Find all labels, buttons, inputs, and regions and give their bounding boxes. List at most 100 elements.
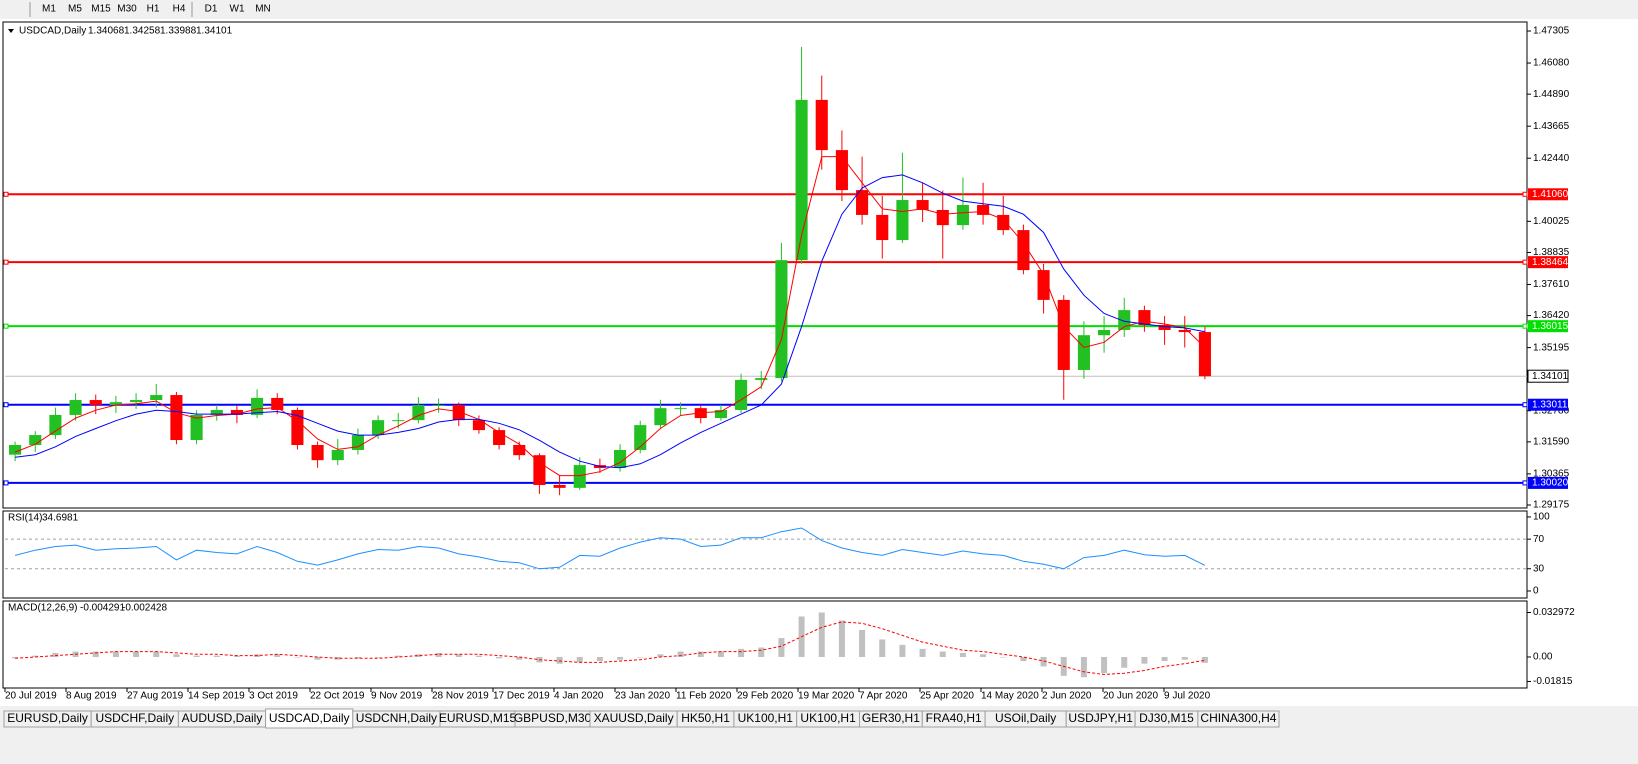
level-handle[interactable] (3, 323, 9, 329)
candle-body (251, 397, 264, 415)
candle-body (150, 395, 163, 401)
level-handle[interactable] (3, 259, 9, 265)
x-tick-label: 20 Jul 2019 (5, 691, 57, 702)
candle-body (190, 414, 203, 441)
timeframe-button[interactable]: D1 (205, 4, 218, 15)
timeframe-button[interactable]: M1 (42, 4, 56, 15)
tab-label[interactable]: XAUUSD,Daily (594, 711, 674, 725)
x-tick-label: 19 Mar 2020 (798, 691, 855, 702)
macd-bar (496, 656, 503, 659)
macd-bar (838, 620, 845, 657)
tab[interactable] (1197, 710, 1280, 728)
indicator-title: RSI(14) (8, 513, 42, 524)
rsi-panel (2, 510, 1528, 599)
macd-bar (516, 656, 523, 660)
macd-bar (1080, 656, 1087, 678)
y-tick-label: 1.38835 (1533, 247, 1570, 258)
macd-bar (92, 651, 99, 657)
macd-bar (758, 647, 765, 657)
x-tick-label: 8 Aug 2019 (66, 691, 117, 702)
level-handle[interactable] (1522, 480, 1528, 486)
tab-label[interactable]: CHINA300,H4 (1200, 711, 1276, 725)
y-tick-label: 0 (1533, 586, 1539, 597)
candle-body (755, 378, 768, 380)
level-price-box (1528, 476, 1568, 489)
tab-label[interactable]: USDCNH,Daily (356, 711, 437, 725)
macd-bar (173, 654, 180, 657)
macd-bar (375, 656, 382, 658)
x-tick-label: 17 Dec 2019 (493, 691, 550, 702)
ohlc-value: 1.34068 (88, 26, 125, 37)
level-price-label: 1.36015 (1532, 321, 1569, 332)
timeframe-button[interactable]: M5 (68, 4, 82, 15)
macd-bar (334, 656, 341, 660)
timeframe-button[interactable]: M30 (117, 4, 137, 15)
candle-body (714, 409, 727, 419)
y-tick-label: 1.31590 (1533, 436, 1570, 447)
signal-line (15, 621, 1205, 676)
tab-label[interactable]: USDJPY,H1 (1068, 711, 1133, 725)
symbol-menu[interactable] (8, 29, 14, 33)
x-tick-label: 20 Jun 2020 (1103, 691, 1158, 702)
macd-bar (959, 652, 966, 657)
level-handle[interactable] (3, 402, 9, 408)
candle-body (331, 449, 344, 461)
level-handle[interactable] (3, 480, 9, 486)
macd-bar (1101, 656, 1108, 674)
x-tick-label: 25 Apr 2020 (920, 691, 974, 702)
x-tick-label: 7 Apr 2020 (859, 691, 908, 702)
x-tick-label: 14 May 2020 (981, 691, 1039, 702)
macd-bar (1181, 656, 1188, 660)
level-handle[interactable] (1522, 402, 1528, 408)
y-tick-label: 0.00 (1533, 652, 1553, 663)
tab-label[interactable]: GBPUSD,M30 (514, 711, 592, 725)
macd-bar (153, 651, 160, 657)
current-price-box (1527, 369, 1569, 383)
ohlc-value: 1.33988 (160, 26, 197, 37)
tab-label[interactable]: UK100,H1 (738, 711, 794, 725)
level-handle[interactable] (1522, 323, 1528, 329)
candle-body (89, 400, 102, 405)
level-handle[interactable] (1522, 259, 1528, 265)
macd-bar (576, 656, 583, 663)
tab-label[interactable]: EURUSD,M15 (439, 711, 517, 725)
tab-label[interactable]: USOil,Daily (995, 711, 1056, 725)
timeframe-button[interactable]: W1 (230, 4, 245, 15)
tab-label[interactable]: FRA40,H1 (926, 711, 982, 725)
candle-body (210, 409, 223, 415)
tab-label[interactable]: UK100,H1 (800, 711, 856, 725)
timeframe-button[interactable]: H1 (147, 4, 160, 15)
candle-body (956, 205, 969, 226)
macd-bar (980, 654, 987, 657)
macd-bar (1161, 656, 1168, 662)
macd-bar (1000, 656, 1007, 658)
tab-label[interactable]: EURUSD,Daily (7, 711, 88, 725)
candle-body (573, 465, 586, 488)
tab-label[interactable]: GER30,H1 (862, 711, 920, 725)
tab-label[interactable]: USDCAD,Daily (269, 711, 350, 725)
tab-label[interactable]: HK50,H1 (681, 711, 730, 725)
y-tick-label: 1.44890 (1533, 89, 1570, 100)
macd-bar (233, 655, 240, 657)
tab-label[interactable]: USDCHF,Daily (95, 711, 174, 725)
level-handle[interactable] (3, 191, 9, 197)
y-tick-label: 1.32780 (1533, 405, 1570, 416)
timeframe-button[interactable]: H4 (173, 4, 186, 15)
y-tick-label: 1.46080 (1533, 58, 1570, 69)
candle-body (916, 200, 929, 210)
candle-body (1037, 270, 1050, 300)
timeframe-button[interactable]: MN (255, 4, 271, 15)
timeframe-button[interactable]: M15 (91, 4, 111, 15)
macd-bar (556, 656, 563, 664)
x-tick-label: 23 Jan 2020 (615, 691, 670, 702)
macd-bar (738, 648, 745, 657)
macd-bar (879, 639, 886, 657)
y-tick-label: 1.36420 (1533, 310, 1570, 321)
tab-label[interactable]: AUDUSD,Daily (182, 711, 263, 725)
level-handle[interactable] (1522, 191, 1528, 197)
y-tick-label: -0.01815 (1533, 676, 1573, 687)
candle-body (896, 200, 909, 241)
candle-body (9, 444, 22, 455)
tab-label[interactable]: DJ30,M15 (1139, 711, 1194, 725)
indicator-value: -0.002428 (122, 603, 167, 614)
